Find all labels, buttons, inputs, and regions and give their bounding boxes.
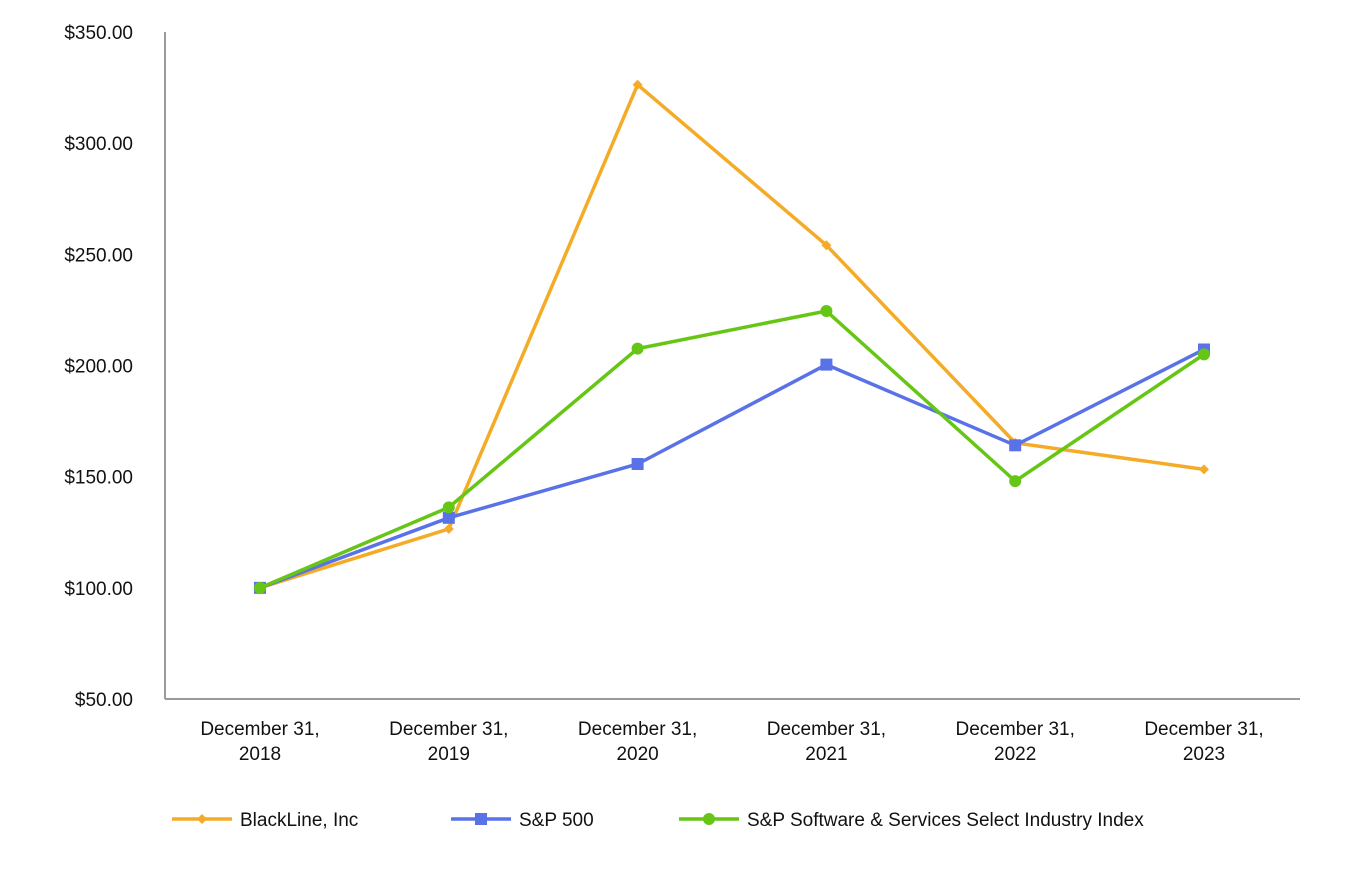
data-point-s-p-500 [442,511,455,524]
legend-label: S&P Software & Services Select Industry … [747,810,1144,831]
y-tick-label: $50.00 [75,690,133,711]
data-point-s-p-500 [631,457,644,470]
y-tick-label: $300.00 [64,134,133,155]
series-s-p-500 [254,343,1210,594]
data-point-blackline-inc [632,79,643,90]
data-point-blackline-inc [1199,464,1209,475]
legend-item-s-p-software-services-select-industry-index: S&P Software & Services Select Industry … [679,810,1144,831]
legend-item-s-p-500: S&P 500 [451,810,594,831]
data-point-s-p-software-services-select-industry-index [631,342,644,355]
x-tick-label: December 31, 2021 [767,719,886,765]
legend: BlackLine, Inc S&P 500 S&P Software & Serv… [172,810,1144,831]
x-tick-label: December 31, 2019 [389,719,508,765]
y-axis-tick-labels: $350.00 $300.00 $250.00 $200.00 $150.00 $100.… [64,23,133,711]
data-point-s-p-software-services-select-industry-index [442,501,455,514]
series-blackline-inc [255,79,1209,593]
legend-label: S&P 500 [519,810,594,831]
y-tick-label: $100.00 [64,579,133,600]
data-point-s-p-software-services-select-industry-index [820,305,833,318]
series-line-s-p-software-services-select-industry-index [258,309,1206,590]
data-point-s-p-software-services-select-industry-index [1198,348,1210,361]
x-tick-label: December 31, 2018 [200,719,319,765]
data-point-blackline-inc [443,523,454,534]
data-point-s-p-500 [1009,439,1022,452]
x-tick-label: December 31, 2023 [1144,719,1263,765]
legend-marker [475,813,487,825]
series-s-p-software-services-select-industry-index [254,305,1210,594]
x-tick-label: December 31, 2020 [578,719,697,765]
legend-item-blackline-inc: BlackLine, Inc [172,810,358,831]
y-tick-label: $200.00 [64,357,133,378]
legend-label: BlackLine, Inc [240,810,358,831]
series-line-blackline-inc [258,82,1206,590]
series-line-s-p-500 [258,347,1206,590]
y-tick-label: $250.00 [64,245,133,266]
series-layer [254,79,1210,594]
data-point-blackline-inc [821,240,832,251]
legend-marker [197,814,207,824]
y-tick-label: $350.00 [64,23,133,44]
x-tick-label: December 31, 2022 [956,719,1075,765]
data-point-s-p-500 [820,358,833,371]
legend-marker [703,813,715,825]
data-point-s-p-software-services-select-industry-index [254,581,266,594]
y-tick-label: $150.00 [64,468,133,489]
data-point-s-p-software-services-select-industry-index [1009,475,1022,488]
x-axis-tick-labels: December 31, 2018 December 31, 2019 December… [200,719,1263,765]
